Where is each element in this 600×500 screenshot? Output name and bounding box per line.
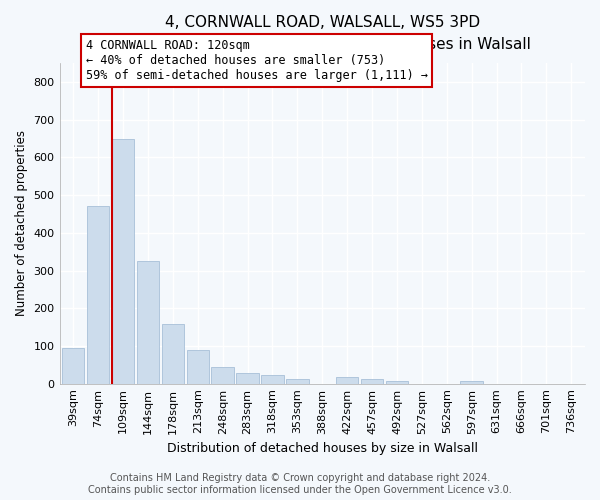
Bar xyxy=(187,350,209,384)
Bar xyxy=(161,324,184,384)
Bar xyxy=(62,348,85,384)
Bar xyxy=(211,368,234,384)
X-axis label: Distribution of detached houses by size in Walsall: Distribution of detached houses by size … xyxy=(167,442,478,455)
Text: 4 CORNWALL ROAD: 120sqm
← 40% of detached houses are smaller (753)
59% of semi-d: 4 CORNWALL ROAD: 120sqm ← 40% of detache… xyxy=(86,39,428,82)
Bar xyxy=(137,261,159,384)
Bar xyxy=(112,140,134,384)
Title: 4, CORNWALL ROAD, WALSALL, WS5 3PD
Size of property relative to detached houses : 4, CORNWALL ROAD, WALSALL, WS5 3PD Size … xyxy=(113,15,531,52)
Bar xyxy=(261,376,284,384)
Bar xyxy=(87,206,109,384)
Bar xyxy=(286,379,308,384)
Bar xyxy=(336,378,358,384)
Bar xyxy=(361,379,383,384)
Bar xyxy=(460,380,483,384)
Text: Contains HM Land Registry data © Crown copyright and database right 2024.
Contai: Contains HM Land Registry data © Crown c… xyxy=(88,474,512,495)
Y-axis label: Number of detached properties: Number of detached properties xyxy=(15,130,28,316)
Bar xyxy=(386,381,408,384)
Bar xyxy=(236,373,259,384)
